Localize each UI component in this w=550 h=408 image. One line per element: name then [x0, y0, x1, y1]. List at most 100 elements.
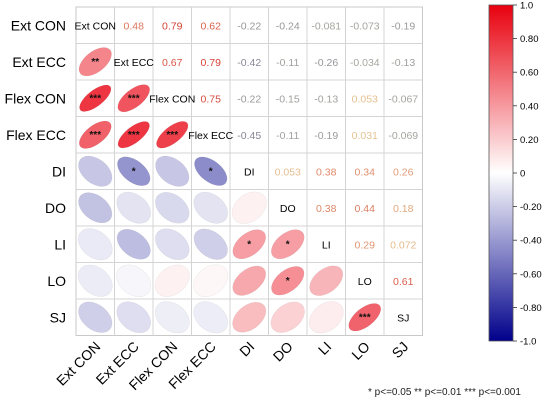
correlation-ellipse: [271, 266, 305, 296]
y-tick-label-do: DO: [45, 200, 66, 216]
correlation-value-label: -0.19: [391, 20, 415, 32]
significance-marker: **: [91, 57, 99, 68]
correlation-value-label: -0.42: [237, 57, 261, 69]
colorbar-tick-label: 0.80: [520, 34, 539, 45]
correlation-ellipse: [116, 191, 152, 224]
correlation-ellipse: [231, 191, 267, 224]
diagonal-label-ext-ecc: Ext ECC: [114, 57, 155, 69]
x-tick-label-lo: LO: [348, 338, 373, 363]
x-tick-label-li: LI: [315, 338, 335, 358]
correlation-ellipse: [78, 301, 113, 333]
correlation-ellipse: [155, 192, 190, 224]
significance-marker: *: [286, 239, 290, 250]
correlation-value-label: 0.44: [355, 203, 376, 215]
correlation-value-label: -0.11: [276, 57, 299, 69]
correlation-value-label: 0.072: [390, 239, 416, 251]
correlation-value-label: -0.15: [276, 93, 300, 105]
colorbar-tick-label: -1.0: [520, 337, 536, 348]
correlation-value-label: -0.45: [237, 130, 261, 142]
significance-marker: *: [132, 166, 136, 177]
correlation-ellipse: [155, 155, 190, 187]
colorbar-tick-label: 0: [520, 169, 525, 180]
significance-marker: *: [286, 276, 290, 287]
x-tick-label-sj: SJ: [389, 338, 412, 361]
colorbar-tick-label: 0.60: [520, 68, 539, 79]
correlation-ellipse: [78, 47, 112, 77]
diagonal-label-di: DI: [244, 166, 255, 178]
x-tick-label-ext-con: Ext CON: [53, 338, 103, 388]
correlation-ellipse: [232, 265, 267, 296]
correlation-ellipse: [116, 228, 151, 260]
colorbar-tick-label: 0.20: [520, 135, 539, 146]
correlation-value-label: 0.67: [162, 57, 183, 69]
correlation-value-label: 0.79: [162, 20, 183, 32]
correlation-value-label: -0.26: [314, 57, 338, 69]
correlation-value-label: -0.22: [237, 93, 261, 105]
y-tick-label-sj: SJ: [50, 309, 66, 325]
correlation-value-label: -0.13: [391, 57, 415, 69]
correlation-ellipse: [232, 301, 267, 333]
significance-marker: ***: [359, 312, 371, 323]
correlation-value-label: -0.19: [314, 130, 338, 142]
correlation-value-label: -0.073: [350, 20, 380, 32]
correlation-ellipse: [117, 121, 150, 149]
correlation-value-label: 0.75: [201, 93, 222, 105]
correlation-ellipse: [193, 301, 229, 334]
correlation-ellipse: [270, 301, 305, 333]
diagonal-label-lo: LO: [358, 276, 372, 288]
colorbar-tick-label: -0.40: [520, 236, 542, 247]
significance-marker: *: [209, 166, 213, 177]
significance-marker: ***: [89, 93, 101, 104]
correlation-value-label: 0.62: [201, 20, 222, 32]
correlation-ellipse: [348, 303, 382, 332]
significance-marker: ***: [128, 130, 140, 141]
y-tick-label-ext-con: Ext CON: [11, 17, 66, 33]
correlation-ellipse: [78, 155, 113, 187]
diagonal-label-ext-con: Ext CON: [75, 20, 116, 32]
correlation-ellipse: [117, 156, 151, 186]
correlation-ellipse: [154, 301, 190, 334]
correlation-ellipse: [155, 228, 190, 261]
correlation-value-label: 0.38: [316, 203, 337, 215]
correlation-value-label: -0.22: [237, 20, 261, 32]
x-tick-label-di: DI: [236, 338, 257, 359]
correlation-value-label: -0.034: [350, 57, 380, 69]
correlation-ellipse: [78, 192, 113, 224]
correlation-value-label: 0.48: [124, 20, 145, 32]
diagonal-label-sj: SJ: [397, 312, 409, 324]
correlation-value-label: 0.34: [355, 166, 376, 178]
correlation-ellipse: [77, 264, 113, 297]
correlation-ellipse: [193, 228, 228, 260]
correlation-ellipse: [156, 121, 189, 149]
colorbar-tick-label: 0.40: [520, 101, 539, 112]
correlation-ellipse: [117, 84, 150, 113]
correlation-ellipse: [154, 264, 190, 297]
colorbar-tick-label: 1.0: [520, 1, 533, 12]
colorbar-tick-label: -0.80: [520, 303, 542, 314]
colorbar-tick-label: -0.60: [520, 269, 542, 280]
correlation-ellipse: [232, 229, 266, 260]
correlation-value-label: 0.26: [393, 166, 414, 178]
correlation-value-label: 0.053: [275, 166, 301, 178]
y-tick-label-flex-ecc: Flex ECC: [6, 127, 66, 143]
correlation-ellipse: [194, 156, 228, 186]
correlation-value-label: 0.053: [352, 93, 378, 105]
correlation-value-label: 0.79: [201, 57, 222, 69]
correlation-value-label: -0.24: [276, 20, 300, 32]
diagonal-label-do: DO: [280, 203, 296, 215]
significance-marker: ***: [166, 130, 178, 141]
correlation-ellipse: [77, 228, 113, 261]
diagonal-label-flex-con: Flex CON: [149, 93, 195, 105]
correlation-value-label: 0.61: [393, 276, 414, 288]
y-tick-label-li: LI: [54, 236, 66, 252]
correlation-value-label: -0.067: [388, 93, 418, 105]
colorbar: [488, 4, 514, 342]
correlation-ellipse: [116, 264, 152, 297]
correlation-ellipse: [193, 191, 229, 224]
colorbar-tick-label: -0.20: [520, 202, 542, 213]
correlation-value-label: 0.29: [355, 239, 376, 251]
correlation-ellipse: [116, 301, 151, 334]
y-tick-label-flex-con: Flex CON: [5, 90, 66, 106]
significance-marker: *: [247, 239, 251, 250]
